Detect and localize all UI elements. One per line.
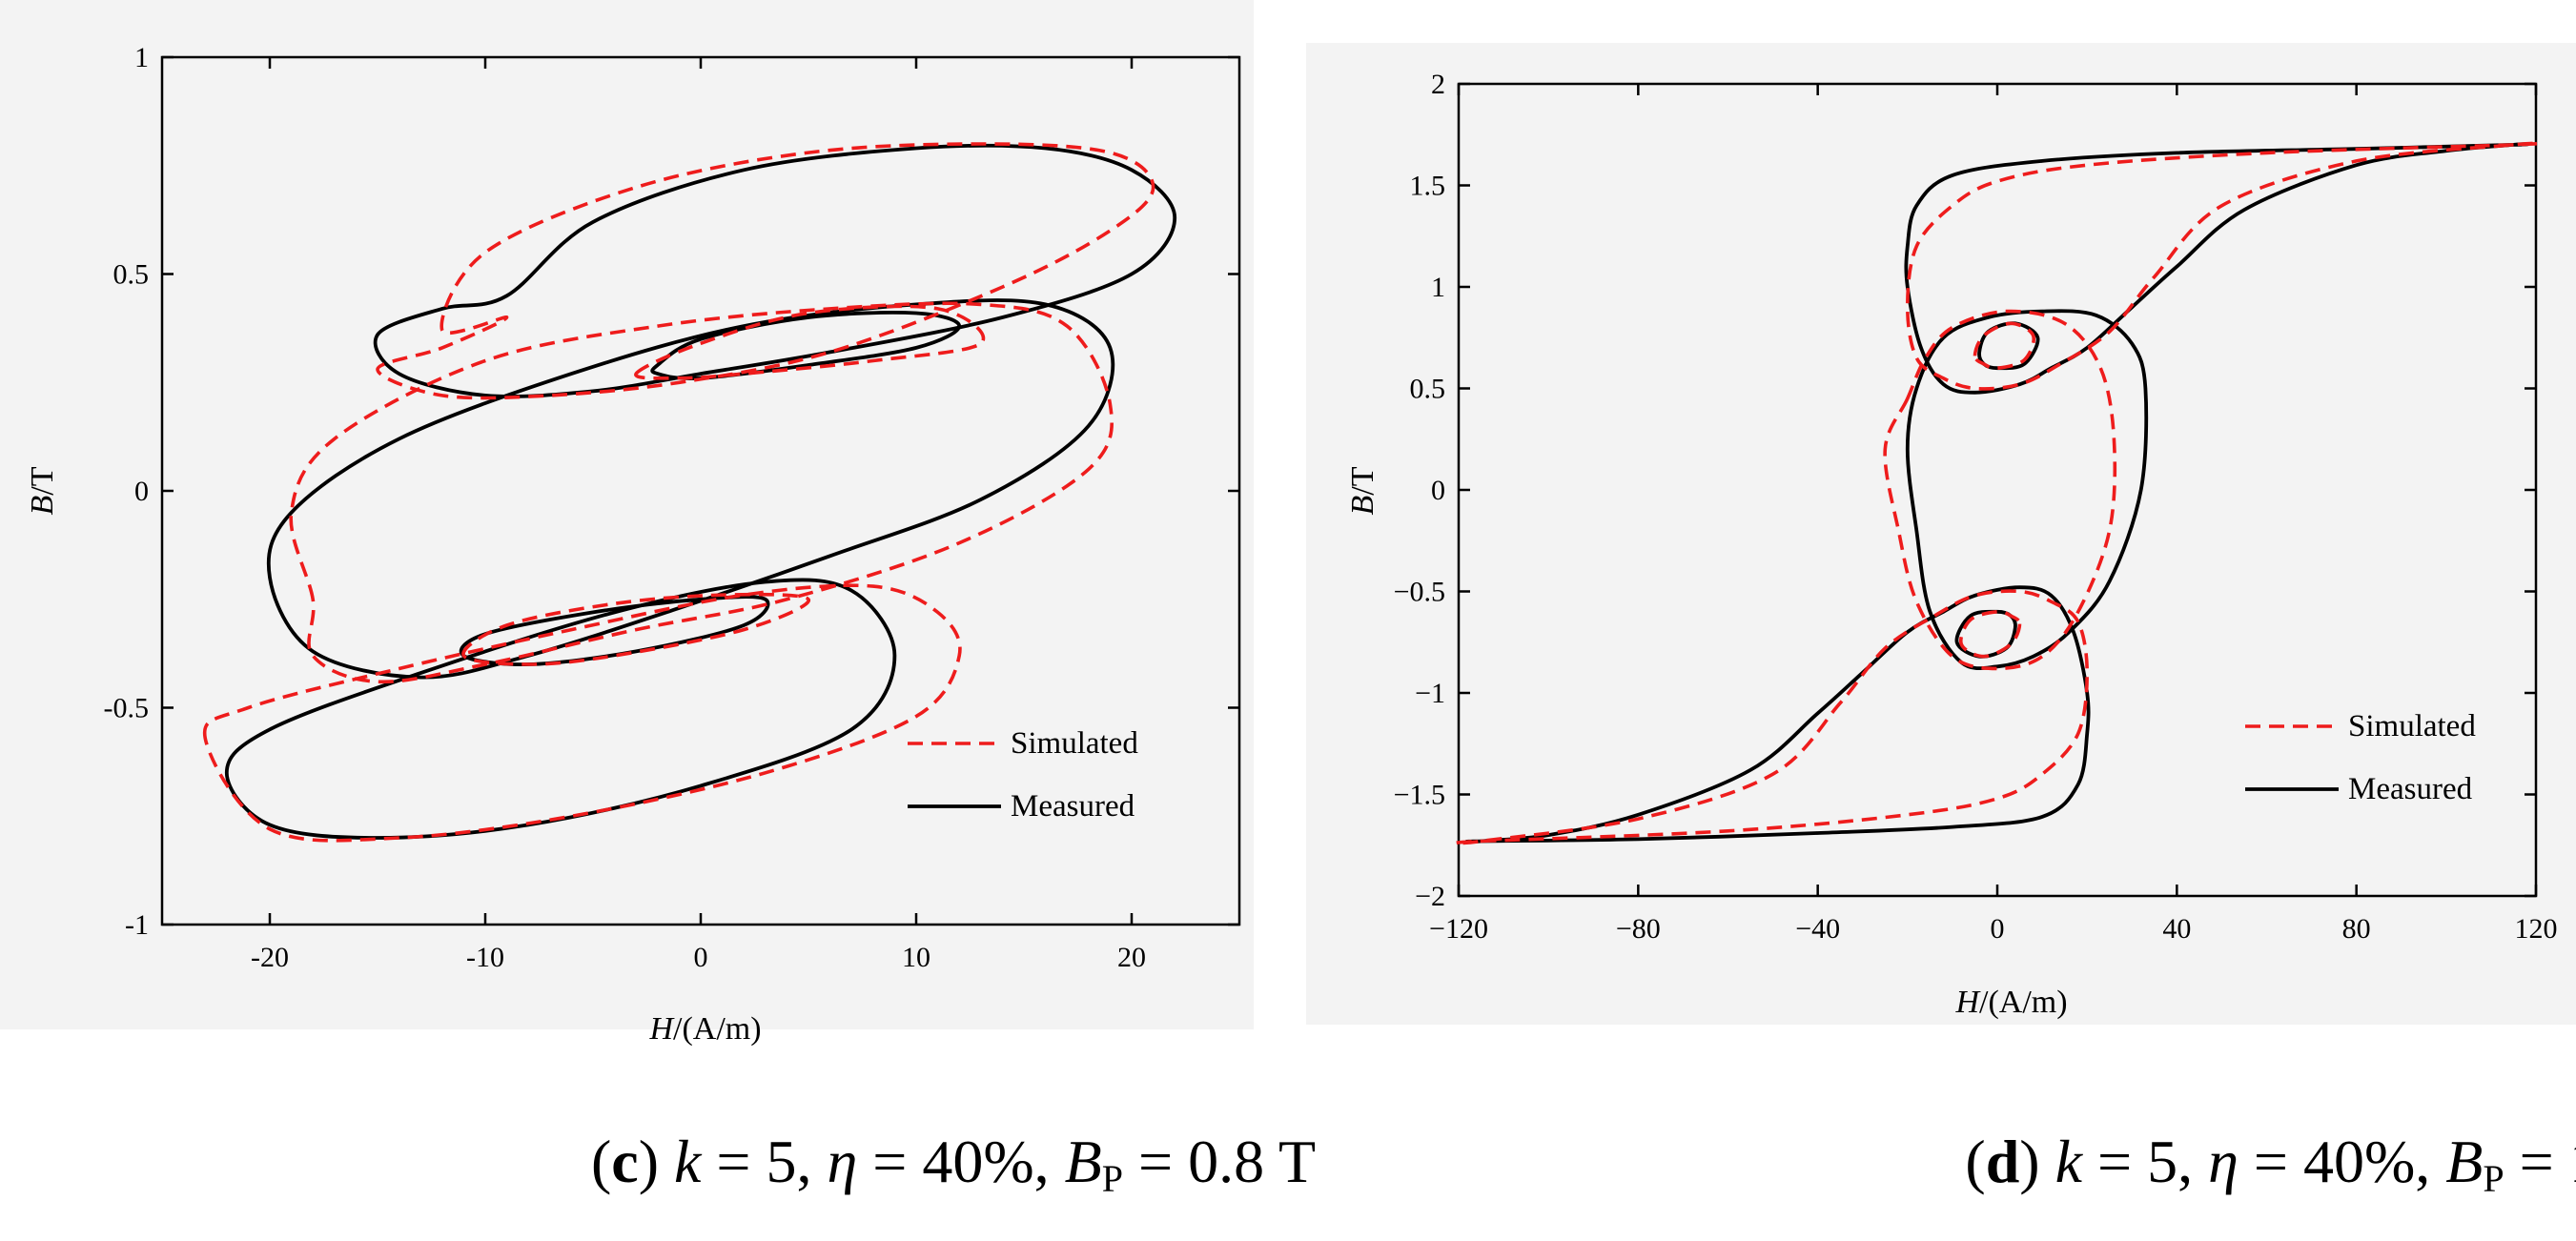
panel-d-y-tick-label: 1 [1431, 272, 1445, 303]
panel-c-measured-loop [224, 578, 897, 840]
panel-d-y-tick-label: −1 [1415, 678, 1445, 709]
panel-d-x-tick-label: 120 [2515, 913, 2558, 945]
panel-c-background [0, 0, 1254, 1029]
panel-c-x-tick-label: 10 [902, 942, 930, 973]
panel-c-x-tick-label: -10 [466, 942, 504, 973]
panel-d-x-tick-label: 80 [2342, 913, 2371, 945]
panel-c-y-tick-label: 0.5 [113, 259, 150, 291]
panel-c-caption: (c) k = 5, η = 40%, BP = 0.8 T [591, 1128, 1316, 1200]
chart-panel-d: −120 −80 −40 0 40 80 120 −2 −1.5 −1 −0.5 0 0.5 1 1.5 2 H… [1306, 43, 2576, 1200]
panel-d-y-axis-title: B/T [1345, 466, 1380, 515]
panel-d-x-axis-title: H/(A/m) [1954, 985, 2067, 1020]
panel-d-y-tick-label: 0.5 [1410, 374, 1446, 405]
panel-d-y-tick-label: 2 [1431, 69, 1445, 100]
panel-d-simulated-loop [1958, 609, 2022, 659]
panel-c-simulated-loop [376, 142, 1155, 400]
panel-d-legend-label-measured: Measured [2348, 772, 2473, 806]
panel-d-measured-loop [1904, 142, 2530, 395]
panel-d-measured-loop [1905, 309, 2149, 671]
panel-d-background [1306, 43, 2576, 1025]
chart-panel-c: -20 -10 0 10 20 -1 -0.5 0 0.5 1 H/(A/m) B/T Simulate… [0, 0, 1316, 1200]
panel-c-simulated-loop [461, 592, 810, 666]
panel-d-x-tick-label: −40 [1795, 913, 1840, 945]
panel-d-y-tick-label: 0 [1431, 475, 1445, 506]
panel-c-y-axis-title: B/T [25, 466, 60, 515]
panel-c-legend-label-simulated: Simulated [1011, 726, 1138, 761]
panel-c-measured-loop [459, 595, 770, 666]
panel-c-x-tick-label: -20 [251, 942, 289, 973]
panel-d-simulated-loop [1454, 589, 2090, 845]
panel-d-legend-label-simulated: Simulated [2348, 709, 2476, 743]
panel-d-y-tick-label: −0.5 [1394, 577, 1445, 608]
panel-d-y-tick-label: −2 [1415, 881, 1445, 912]
panel-c-y-tick-label: -1 [125, 909, 149, 941]
panel-c-legend-label-measured: Measured [1011, 789, 1135, 824]
panel-c-simulated-loop [289, 301, 1114, 684]
panel-d-x-tick-label: −80 [1616, 913, 1661, 945]
panel-d-measured-loop [1464, 585, 2091, 844]
panel-d-caption: (d) k = 5, η = 40%, BP = 1.7 T [1965, 1128, 2576, 1200]
panel-c-x-axis-title: H/(A/m) [648, 1011, 761, 1047]
panel-d-x-tick-label: −120 [1429, 913, 1488, 945]
panel-c-simulated-loop [634, 304, 986, 380]
panel-c-measured-loop [373, 143, 1177, 398]
panel-d-simulated-loop [1883, 309, 2117, 671]
panel-c-x-tick-label: 0 [694, 942, 708, 973]
panel-c-simulated-loop [202, 583, 962, 843]
panel-d-x-tick-label: 0 [1991, 913, 2005, 945]
panel-d-simulated-loop [1905, 141, 2541, 391]
panel-c-x-tick-label: 20 [1117, 942, 1146, 973]
panel-d-simulated-loop [1973, 321, 2036, 371]
panel-d-y-tick-label: −1.5 [1394, 780, 1445, 811]
panel-d-x-tick-label: 40 [2162, 913, 2191, 945]
panel-c-y-tick-label: 1 [134, 42, 149, 73]
panel-c-y-tick-label: 0 [134, 476, 149, 507]
panel-d-y-tick-label: 1.5 [1410, 171, 1446, 202]
panel-c-y-tick-label: -0.5 [104, 693, 150, 724]
